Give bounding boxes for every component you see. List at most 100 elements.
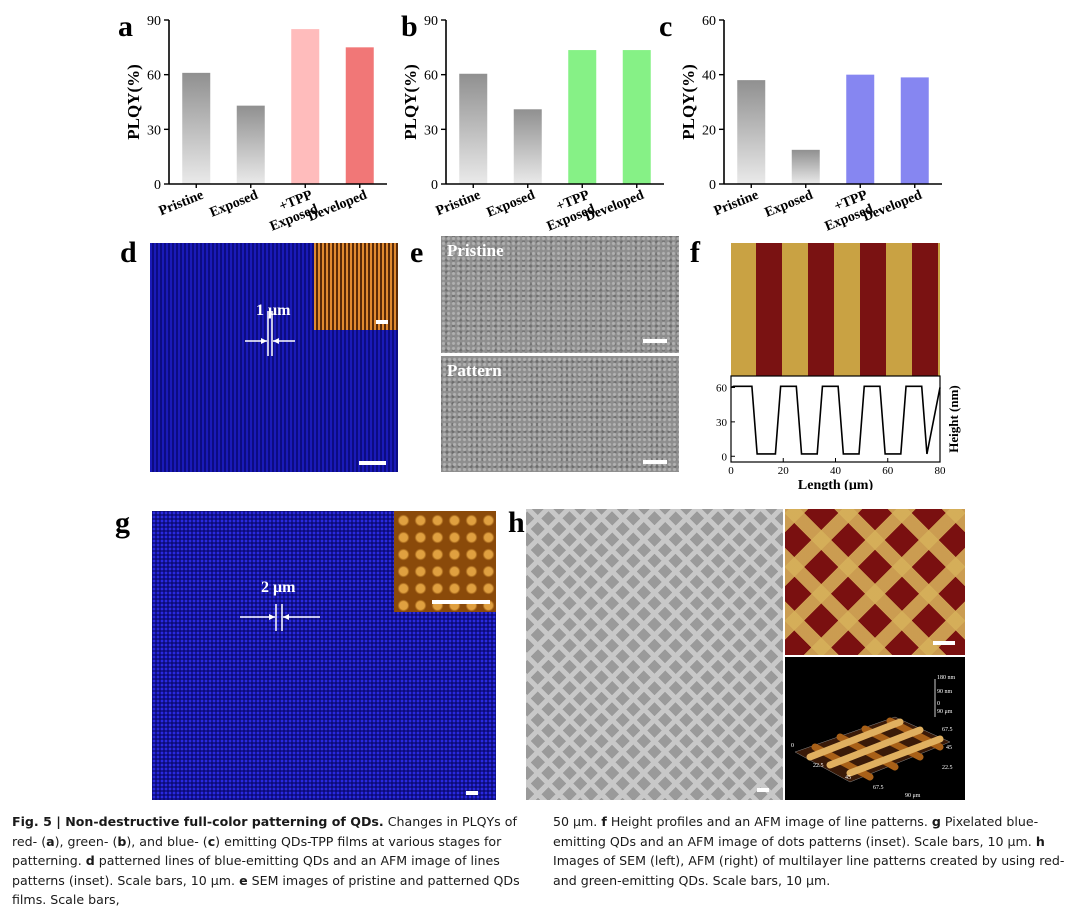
panel-letter-g: g: [115, 506, 130, 539]
caption-text: Height profiles and an AFM image of line…: [606, 814, 932, 829]
sem-pristine-label: Pristine: [447, 241, 504, 260]
caption-text: ), and blue- (: [126, 833, 208, 849]
caption-ref-d: d: [85, 853, 95, 868]
x-tick-label-group: Pristine: [712, 188, 761, 219]
y-tick-label: 0: [154, 178, 161, 193]
y-tick-label: 60: [147, 69, 161, 84]
y-axis-label: PLQY(%): [680, 64, 698, 140]
bar-2: [846, 74, 875, 184]
inset-scale-bar: [432, 600, 490, 604]
x-tick-label-group: Exposed: [208, 188, 261, 221]
afm3d-x-max: 90 μm: [905, 793, 921, 799]
bar-3: [622, 50, 651, 184]
pixelated-blue-qds-image: 2 μm: [152, 511, 496, 800]
afm-line-pattern-image: [731, 243, 940, 377]
panel-letter-b: b: [401, 10, 418, 43]
y-tick-label: 40: [702, 69, 716, 84]
bar-1: [236, 105, 265, 184]
scale-bar: [643, 460, 667, 464]
caption-text: ) emitting QDs-TPP films at various stag…: [12, 833, 502, 869]
scale-bar: [359, 461, 386, 465]
afm3d-z-mid: 90 nm: [937, 689, 953, 695]
afm3d-z-zero: 0: [937, 701, 940, 707]
x-tick-label: 0: [728, 465, 734, 477]
caption-text: Pixelated blue-emitting QDs and an AFM i…: [553, 814, 1039, 849]
x-tick-label-group: Pristine: [157, 188, 206, 219]
y-tick-label: 0: [431, 178, 438, 193]
y-tick-label: 20: [702, 123, 716, 138]
bar-0: [459, 73, 488, 184]
caption-text: ), green- (: [54, 833, 118, 849]
x-tick-label: Developed: [306, 188, 370, 225]
bar-1: [791, 149, 820, 184]
bar-3: [345, 47, 374, 185]
afm3d-x-22: 22.5: [813, 763, 824, 769]
bar-0: [737, 80, 766, 184]
bar-1: [513, 109, 542, 184]
x-tick-label-group: Pristine: [434, 188, 483, 219]
y-tick-label: 90: [424, 14, 438, 29]
plot-frame: [730, 375, 941, 463]
afm3d-x-zero: 0: [791, 743, 794, 749]
x-tick-label: Developed: [861, 188, 925, 225]
figure-caption-right: 50 μm. f Height profiles and an AFM imag…: [553, 812, 1073, 890]
caption-ref-e: e: [239, 872, 248, 888]
y-tick-label: 90: [147, 14, 161, 29]
panel-letter-e: e: [410, 236, 424, 269]
caption-ref-a: a: [46, 833, 55, 849]
caption-ref-h: h: [1035, 833, 1045, 849]
blue-line-pattern-image: 1 μm: [150, 243, 398, 472]
bar-3: [900, 77, 929, 184]
x-tick-label-group: Developed: [861, 188, 925, 225]
line-width-label: 1 μm: [256, 302, 291, 319]
caption-ref-b: b: [117, 833, 127, 849]
inset-scale-bar: [376, 320, 388, 324]
caption-text: Images of SEM (left), AFM (right) of mul…: [553, 853, 1065, 888]
scale-bar: [757, 788, 769, 792]
line-width-marker: [245, 311, 295, 356]
x-tick-label: Pristine: [712, 188, 761, 219]
y-axis-label: Height (nm): [946, 385, 961, 453]
pixel-pitch-marker: [240, 604, 320, 631]
scale-bar: [933, 641, 955, 645]
x-tick-label: Exposed: [208, 188, 261, 221]
y-tick-label: 0: [722, 451, 728, 463]
sem-pattern-image: Pattern: [441, 356, 679, 472]
x-tick-label-group: Exposed: [485, 188, 538, 221]
caption-text: patterned lines of blue-emitting QDs and…: [12, 853, 500, 888]
caption-ref-g: g: [931, 814, 941, 829]
caption-ref-c: c: [207, 833, 216, 849]
afm3d-y-67: 67.5: [942, 727, 953, 733]
figure-label: Fig. 5 | Non-destructive full-color patt…: [12, 814, 384, 829]
afm3d-y-45: 45: [946, 745, 952, 751]
afm3d-z-top: 180 nm: [937, 675, 956, 681]
y-tick-label: 60: [716, 382, 728, 394]
afm-dots-inset: [394, 511, 496, 612]
x-tick-label: Pristine: [157, 188, 206, 219]
afm3d-y-max: 90 μm: [937, 709, 953, 715]
y-tick-label: 30: [716, 417, 728, 429]
y-tick-label: 30: [147, 123, 161, 138]
caption-text: 50 μm.: [553, 814, 602, 829]
sem-pattern-label: Pattern: [447, 361, 502, 380]
x-tick-label: Developed: [583, 188, 647, 225]
y-tick-label: 30: [424, 123, 438, 138]
sem-multilayer-image: [526, 509, 783, 800]
panel-letter-d: d: [120, 236, 137, 269]
x-tick-label-group: Exposed: [763, 188, 816, 221]
y-tick-label: 60: [702, 14, 716, 29]
panel-letter-a: a: [118, 10, 133, 43]
afm-3d-image: 180 nm 90 nm 0 90 μm 67.5 45 22.5 0 22.5…: [785, 657, 965, 800]
y-axis-label: PLQY(%): [125, 64, 143, 140]
x-tick-label: 80: [935, 465, 947, 477]
scale-bar: [466, 791, 478, 795]
pixel-pitch-label: 2 μm: [261, 579, 296, 596]
afm3d-x-67: 67.5: [873, 785, 884, 791]
afm-lines-inset: [314, 243, 398, 330]
height-profile-line: [730, 385, 941, 455]
panel-letter-h: h: [508, 506, 525, 539]
afm3d-x-45: 45: [845, 775, 851, 781]
afm-multilayer-image: [785, 509, 965, 655]
x-tick-label-group: Developed: [583, 188, 647, 225]
